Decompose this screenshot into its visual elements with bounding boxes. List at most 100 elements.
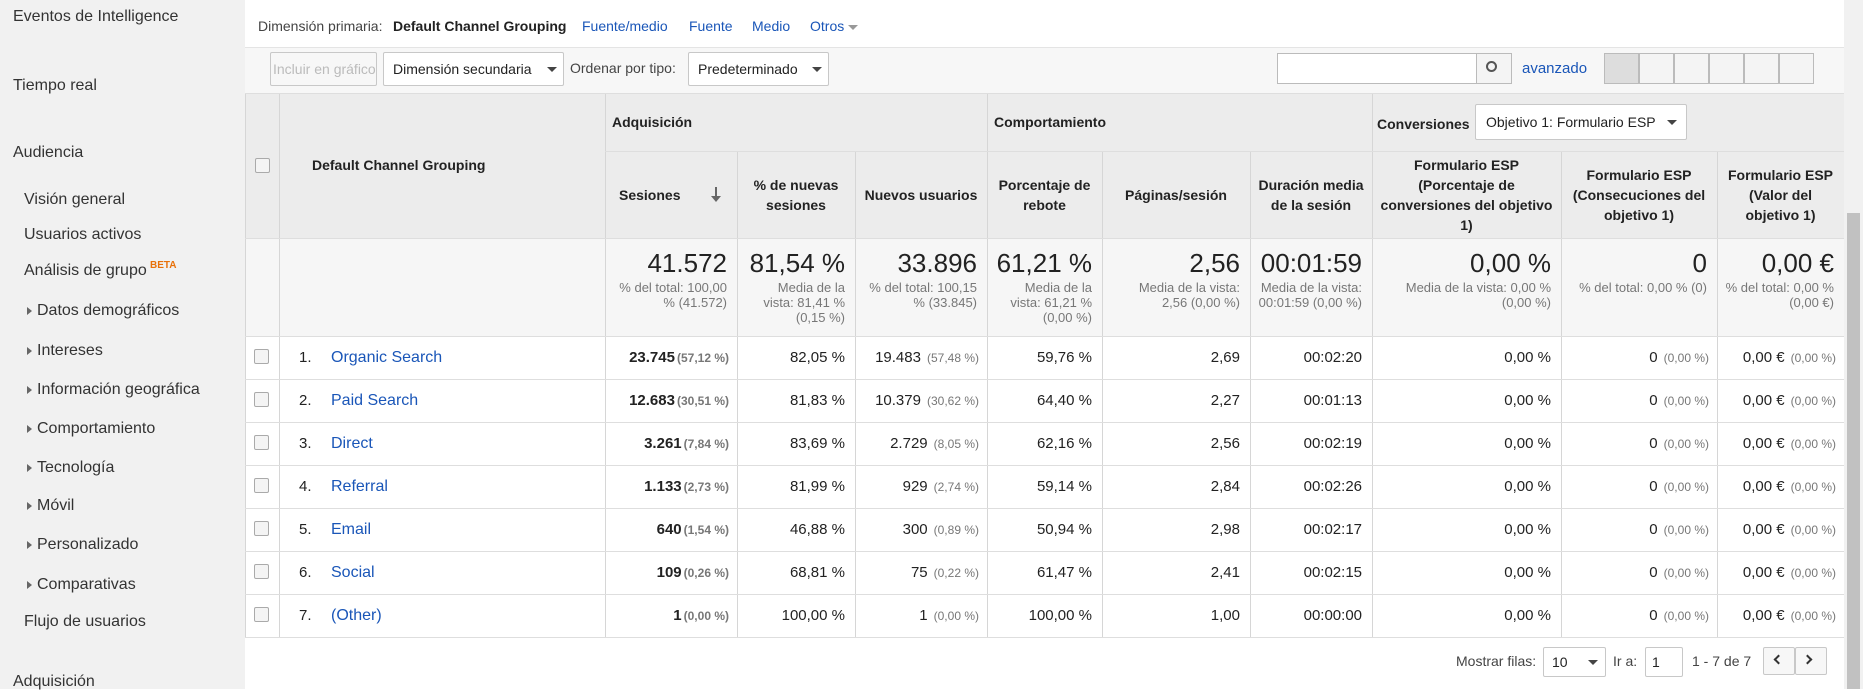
nav-item[interactable]: Datos demográficos <box>37 302 180 319</box>
cell: 0,00 % <box>1504 348 1551 366</box>
dropdown-caret <box>1588 660 1598 665</box>
cell: 00:02:26 <box>1303 477 1362 495</box>
cell: 59,76 % <box>1036 348 1092 366</box>
cell: 0,00 € (0,00 %) <box>1721 521 1836 538</box>
nav-item[interactable]: Tecnología <box>37 459 115 476</box>
goto-input[interactable]: 1 <box>1645 647 1683 677</box>
cell-value: 0,00 € <box>1742 520 1785 538</box>
scrollbar-thumb[interactable] <box>1847 213 1860 689</box>
nav-item[interactable]: Información geográfica <box>37 381 200 398</box>
cell-share: (0,22 %) <box>933 565 979 580</box>
cell: 00:02:17 <box>1303 520 1362 538</box>
expand-arrow <box>27 307 32 315</box>
nav-item[interactable]: Usuarios activos <box>24 226 142 243</box>
nav-item[interactable]: Eventos de Intelligence <box>13 8 179 25</box>
search-input[interactable] <box>1277 53 1477 84</box>
cell: 68,81 % <box>789 563 845 581</box>
total-value: 81,54 % <box>749 248 845 278</box>
cell-share: (0,00 %) <box>1790 522 1836 537</box>
dimension-option[interactable]: Otros <box>810 18 845 34</box>
expand-arrow <box>27 425 32 433</box>
cell: 0 (0,00 %) <box>1565 564 1709 581</box>
group-header: Conversiones <box>1377 116 1470 132</box>
row-checkbox[interactable] <box>254 477 269 493</box>
view-button[interactable] <box>1674 53 1709 84</box>
view-button[interactable] <box>1604 53 1639 84</box>
column-header: % de nuevas sesiones <box>753 176 839 213</box>
row-name[interactable]: Organic Search <box>331 348 443 366</box>
dimension-option[interactable]: Fuente/medio <box>582 18 668 34</box>
column-header[interactable]: Sesiones <box>619 186 681 203</box>
cell-value: 300 <box>902 520 928 538</box>
column-divider <box>987 93 988 637</box>
row-name[interactable]: Paid Search <box>331 391 419 409</box>
cell-share: (0,00 %) <box>1663 479 1709 494</box>
plot-button[interactable]: Incluir en gráfico <box>270 52 377 86</box>
cell: 300 (0,89 %) <box>859 521 979 538</box>
cell-value: 0,00 € <box>1742 563 1785 581</box>
dropdown-caret <box>812 67 822 72</box>
next-button[interactable] <box>1795 647 1827 675</box>
column-header: Páginas/sesión <box>1125 186 1227 203</box>
column-header: Porcentaje de rebote <box>998 176 1091 213</box>
row-checkbox[interactable] <box>254 520 269 536</box>
row-checkbox[interactable] <box>254 391 269 407</box>
column-divider <box>279 93 280 637</box>
cell-share: (30,51 %) <box>676 393 729 408</box>
dimension-option[interactable]: Medio <box>752 18 791 34</box>
advanced-link[interactable]: avanzado <box>1522 60 1588 77</box>
row-checkbox[interactable] <box>254 348 269 364</box>
cell: 0 (0,00 %) <box>1565 478 1709 495</box>
expand-arrow <box>27 464 32 472</box>
row-checkbox[interactable] <box>254 563 269 579</box>
sort-select[interactable]: Predeterminado <box>688 52 829 86</box>
nav-item[interactable]: Comportamiento <box>37 420 156 437</box>
prev-button[interactable] <box>1763 647 1795 675</box>
beta-badge: BETA <box>150 260 177 271</box>
nav-item[interactable]: Análisis de grupo <box>24 262 147 279</box>
column-divider <box>1102 151 1103 637</box>
row-name[interactable]: Social <box>331 563 375 581</box>
dropdown-caret <box>1667 120 1677 125</box>
total-detail: Media de la vista: 00:01:59 (0,00 %) <box>1258 280 1362 310</box>
view-button[interactable] <box>1779 53 1814 84</box>
nav-item[interactable]: Audiencia <box>13 144 84 161</box>
cell-share: (0,00 %) <box>1663 522 1709 537</box>
row-name[interactable]: Direct <box>331 434 373 452</box>
row-name[interactable]: Email <box>331 520 372 538</box>
view-button[interactable] <box>1744 53 1779 84</box>
row-checkbox[interactable] <box>254 434 269 450</box>
cell-value: 0 <box>1649 391 1658 409</box>
cell: 10.379 (30,62 %) <box>859 392 979 409</box>
cell: 00:01:13 <box>1303 391 1362 409</box>
row-name[interactable]: Referral <box>331 477 388 495</box>
nav-item[interactable]: Comparativas <box>37 576 136 593</box>
view-button[interactable] <box>1639 53 1674 84</box>
cell-share: (0,26 %) <box>683 565 729 580</box>
total-value: 00:01:59 <box>1260 248 1362 278</box>
select-all[interactable] <box>255 158 270 173</box>
nav-item[interactable]: Intereses <box>37 342 103 359</box>
row-checkbox[interactable] <box>254 606 269 622</box>
nav-item[interactable]: Adquisición <box>13 673 95 690</box>
nav-item[interactable]: Tiempo real <box>13 77 97 94</box>
nav-item[interactable]: Móvil <box>37 497 75 514</box>
row-name[interactable]: (Other) <box>331 606 382 624</box>
sidebar: Eventos de Intelligence Tiempo real Audien… <box>0 0 245 690</box>
view-button[interactable] <box>1709 53 1744 84</box>
nav-item[interactable]: Flujo de usuarios <box>24 613 146 630</box>
nav-item[interactable]: Personalizado <box>37 536 139 553</box>
secondary-dimension[interactable]: Dimensión secundaria <box>383 52 564 86</box>
cell: 1.133 (2,73 %) <box>609 478 729 495</box>
total-detail: Media de la vista: 2,56 (0,00 %) <box>1138 280 1240 310</box>
dimension-header: Default Channel Grouping <box>312 157 486 173</box>
total-detail: Media de la vista: 0,00 % (0,00 %) <box>1405 280 1551 310</box>
cell: 61,47 % <box>1036 563 1092 581</box>
goal-select[interactable]: Objetivo 1: Formulario ESP <box>1475 104 1687 140</box>
cell: 0,00 € (0,00 %) <box>1721 607 1836 624</box>
total-detail: % del total: 100,00 % (41.572) <box>619 280 727 310</box>
dimension-option[interactable]: Fuente <box>689 18 733 34</box>
cell: 0,00 % <box>1504 434 1551 452</box>
nav-item[interactable]: Visión general <box>24 191 126 208</box>
column-divider <box>1372 93 1373 637</box>
